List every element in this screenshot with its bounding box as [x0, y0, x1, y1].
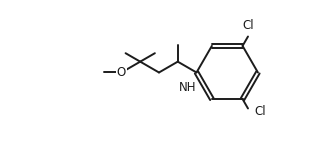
Text: Cl: Cl — [255, 105, 266, 118]
Text: O: O — [117, 66, 126, 79]
Text: NH: NH — [179, 81, 197, 94]
Text: Cl: Cl — [242, 19, 254, 32]
